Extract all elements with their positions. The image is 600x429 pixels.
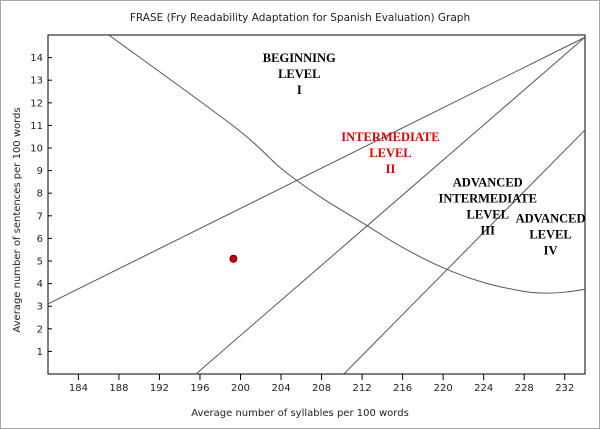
x-tick-label: 208: [312, 383, 331, 394]
zone-label-3: III: [480, 223, 495, 237]
x-tick-label: 224: [474, 383, 493, 394]
y-tick-label: 8: [37, 189, 43, 200]
boundary-line-2: [195, 36, 585, 374]
y-tick-label: 6: [37, 234, 43, 245]
x-tick-label: 204: [271, 383, 290, 394]
x-tick-label: 200: [231, 383, 250, 394]
zone-label-1: LEVEL: [278, 67, 320, 81]
y-tick-label: 2: [37, 324, 43, 335]
y-tick-label: 10: [30, 144, 43, 155]
x-tick-label: 184: [69, 383, 88, 394]
zone-label-3: LEVEL: [467, 207, 509, 221]
x-tick-label: 228: [515, 383, 534, 394]
zone-label-3: ADVANCED: [453, 175, 523, 189]
y-tick-label: 1: [37, 347, 43, 358]
zone-label-2: INTERMEDIATE: [341, 130, 439, 144]
x-tick-label: 216: [393, 383, 412, 394]
y-tick-label: 7: [37, 211, 43, 222]
x-tick-label: 232: [555, 383, 574, 394]
x-tick-label: 220: [434, 383, 453, 394]
zone-label-4: ADVANCED: [516, 212, 586, 226]
boundary-line-4: [108, 35, 585, 294]
data-point: [229, 254, 238, 263]
y-tick-label: 12: [30, 98, 43, 109]
boundary-line-1: [48, 36, 585, 305]
zone-label-1: BEGINNING: [263, 51, 336, 65]
zone-label-1: I: [297, 83, 302, 97]
y-tick-label: 11: [30, 121, 43, 132]
y-tick-label: 5: [37, 257, 43, 268]
y-tick-label: 3: [37, 302, 43, 313]
chart-title: FRASE (Fry Readability Adaptation for Sp…: [130, 12, 470, 24]
x-tick-label: 212: [353, 383, 372, 394]
x-tick-label: 196: [190, 383, 209, 394]
plot-border: [47, 34, 586, 375]
zone-label-4: LEVEL: [529, 228, 571, 242]
x-tick-label: 188: [109, 383, 128, 394]
y-tick-label: 9: [37, 166, 43, 177]
zone-label-2: II: [386, 162, 396, 176]
y-axis-label: Average number of sentences per 100 word…: [12, 107, 23, 332]
y-tick-label: 4: [37, 279, 43, 290]
zone-label-2: LEVEL: [369, 146, 411, 160]
x-tick-label: 192: [150, 383, 169, 394]
y-tick-label: 13: [30, 76, 43, 87]
zone-label-4: IV: [544, 244, 558, 258]
y-tick-label: 14: [30, 53, 43, 64]
x-axis-label: Average number of syllables per 100 word…: [191, 408, 409, 419]
boundary-line-3: [343, 129, 585, 374]
zone-label-3: INTERMEDIATE: [439, 191, 537, 205]
